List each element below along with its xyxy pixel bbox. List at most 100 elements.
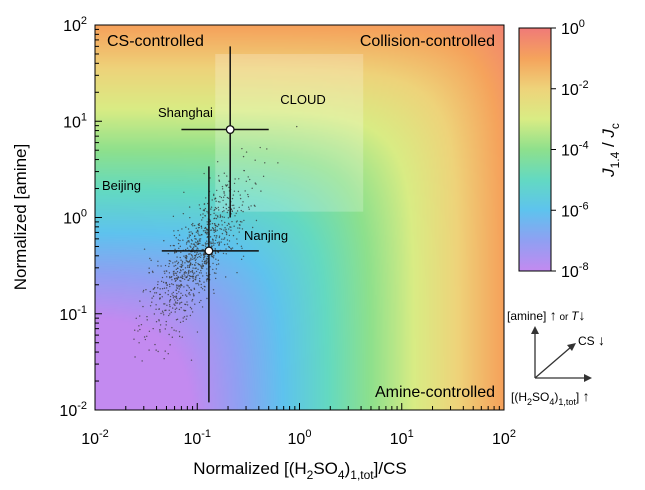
scatter-point [187, 285, 189, 287]
scatter-point [194, 244, 196, 246]
scatter-point [174, 308, 177, 310]
scatter-point [186, 266, 189, 268]
colorbar [518, 27, 552, 272]
scatter-point [215, 268, 218, 270]
scatter-point [191, 240, 193, 242]
scatter-point [212, 257, 215, 259]
scatter-point [214, 217, 216, 219]
cloud-region [215, 53, 364, 212]
scatter-point [186, 247, 189, 249]
scatter-point [200, 233, 203, 236]
scatter-point [181, 284, 183, 287]
scatter-point [161, 288, 164, 290]
scatter-point [185, 243, 188, 245]
scatter-point [176, 292, 178, 295]
scatter-point [171, 327, 173, 329]
scatter-point [216, 263, 218, 266]
scatter-point [187, 279, 190, 281]
scatter-point [172, 294, 174, 297]
scatter-point [223, 172, 226, 174]
cloud-label: CLOUD [280, 92, 326, 107]
scatter-point [171, 283, 173, 285]
scatter-point [175, 307, 178, 309]
scatter-point [214, 197, 217, 199]
scatter-point [216, 215, 219, 217]
scatter-point [169, 298, 172, 301]
scatter-point [197, 243, 200, 245]
inset-arrowhead-up [531, 326, 539, 334]
scatter-point [191, 256, 194, 258]
scatter-point [217, 251, 220, 254]
scatter-point [178, 335, 181, 338]
scatter-point [201, 306, 204, 308]
scatter-point [173, 244, 175, 247]
scatter-point [189, 294, 191, 296]
scatter-point [190, 289, 192, 291]
colorbar-label: J1.4 / Jc [599, 123, 622, 178]
scatter-point [205, 278, 208, 281]
region-label-cs: CS-controlled [107, 33, 204, 50]
scatter-point [191, 254, 193, 257]
scatter-point [190, 359, 193, 361]
scatter-point [234, 215, 236, 217]
scatter-point [203, 172, 205, 175]
scatter-point [211, 242, 213, 244]
scatter-point [212, 240, 214, 242]
scatter-point [194, 245, 196, 247]
scatter-point [226, 196, 229, 199]
scatter-point [188, 274, 191, 277]
scatter-point [188, 231, 190, 233]
inset-cs-label: CS ↓ [578, 332, 605, 348]
scatter-point [172, 291, 175, 294]
scatter-point [157, 287, 159, 289]
scatter-point [127, 423, 128, 424]
scatter-point [212, 289, 215, 291]
x-axis: 10-2 10-1 100 101 102 [81, 403, 516, 448]
scatter-point [192, 258, 194, 260]
scatter-point [212, 268, 214, 271]
scatter-point [195, 231, 198, 233]
scatter-point [192, 276, 194, 278]
scatter-point [195, 258, 197, 260]
scatter-point [134, 356, 136, 358]
scatter-point [169, 344, 171, 346]
scatter-point [223, 192, 225, 194]
scatter-point [162, 281, 165, 284]
scatter-point [159, 288, 161, 290]
scatter-point [214, 229, 217, 231]
scatter-point [179, 265, 181, 268]
scatter-point [238, 231, 240, 233]
scatter-point [173, 270, 175, 272]
scatter-point [247, 206, 250, 208]
scatter-point [191, 247, 194, 250]
scatter-point [202, 258, 205, 260]
scatter-point [223, 229, 225, 231]
scatter-point [165, 270, 167, 272]
scatter-point [199, 214, 202, 216]
scatter-point [180, 259, 182, 261]
scatter-point [145, 288, 147, 291]
scatter-point [196, 331, 199, 333]
scatter-point [192, 280, 194, 283]
scatter-point [221, 238, 223, 240]
scatter-point [221, 224, 223, 226]
scatter-point [200, 299, 202, 302]
scatter-point [228, 228, 230, 230]
scatter-point [196, 247, 198, 249]
scatter-point [184, 267, 187, 269]
scatter-point [206, 231, 209, 234]
scatter-point [229, 226, 231, 228]
error-bars [161, 46, 269, 403]
scatter-point [148, 330, 151, 332]
scatter-point [178, 331, 181, 333]
y-tick-label: 10-2 [59, 400, 87, 420]
scatter-point [220, 228, 223, 230]
scatter-point [174, 304, 176, 307]
scatter-point [238, 227, 241, 229]
scatter-point [179, 271, 181, 274]
scatter-point [216, 161, 219, 163]
scatter-point [178, 303, 181, 305]
scatter-point [188, 236, 191, 238]
scatter-point [241, 204, 244, 206]
beijing-scatter [127, 125, 298, 424]
